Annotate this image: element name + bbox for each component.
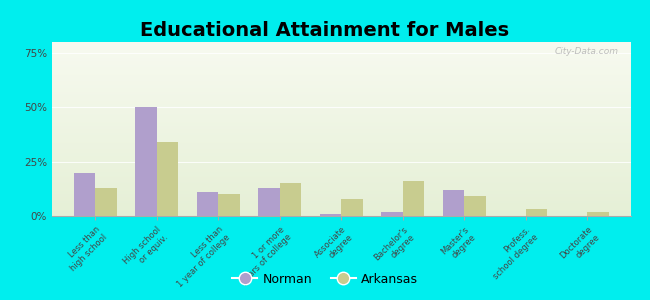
Bar: [443, 190, 464, 216]
Bar: [95, 188, 116, 216]
Legend: Norman, Arkansas: Norman, Arkansas: [227, 268, 422, 291]
Bar: [157, 142, 178, 216]
Bar: [135, 107, 157, 216]
Bar: [341, 199, 363, 216]
Bar: [526, 209, 547, 216]
Text: City-Data.com: City-Data.com: [555, 47, 619, 56]
Bar: [196, 192, 218, 216]
Text: Educational Attainment for Males: Educational Attainment for Males: [140, 21, 510, 40]
Bar: [218, 194, 240, 216]
Bar: [73, 172, 95, 216]
Bar: [403, 181, 424, 216]
Bar: [280, 183, 301, 216]
Bar: [464, 196, 486, 216]
Bar: [320, 214, 341, 216]
Bar: [258, 188, 280, 216]
Bar: [588, 212, 609, 216]
Bar: [382, 212, 403, 216]
